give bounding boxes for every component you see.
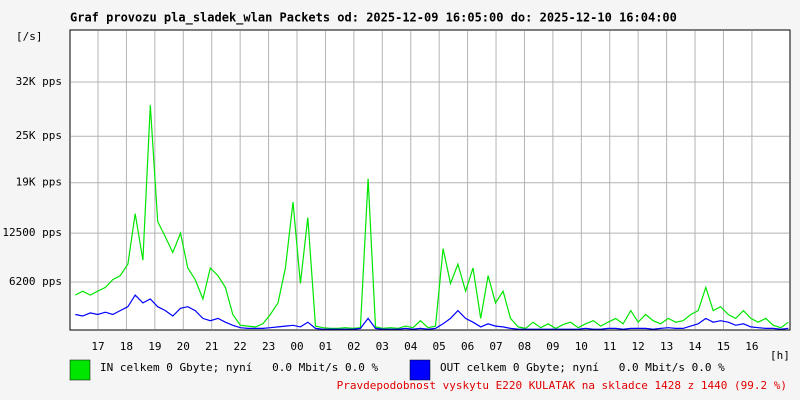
y-tick-label: 25K pps [16, 129, 62, 142]
y-tick-label: 32K pps [16, 75, 62, 88]
x-tick-label: 18 [120, 340, 133, 353]
x-tick-label: 03 [376, 340, 389, 353]
legend-label: IN celkem 0 Gbyte; nyní 0.0 Mbit/s 0.0 % [100, 361, 379, 374]
x-tick-label: 01 [319, 340, 332, 353]
y-tick-label: 12500 pps [2, 226, 62, 239]
y-axis-label: [/s] [16, 30, 43, 43]
x-tick-label: 14 [688, 340, 702, 353]
data-line [75, 105, 789, 330]
x-tick-label: 22 [234, 340, 247, 353]
plot-area [69, 29, 791, 331]
x-axis-label: [h] [770, 349, 790, 362]
y-tick-label: 19K pps [16, 176, 62, 189]
x-tick-label: 21 [205, 340, 218, 353]
x-tick-label: 23 [262, 340, 275, 353]
x-tick-label: 02 [347, 340, 360, 353]
y-tick-label: 6200 pps [9, 275, 62, 288]
data-line [75, 294, 789, 330]
x-tick-label: 12 [632, 340, 645, 353]
x-tick-label: 16 [745, 340, 758, 353]
x-tick-label: 11 [603, 340, 616, 353]
x-tick-label: 19 [148, 340, 161, 353]
legend-swatch [69, 359, 91, 381]
x-tick-label: 06 [461, 340, 474, 353]
x-tick-label: 13 [660, 340, 673, 353]
legend-label: OUT celkem 0 Gbyte; nyní 0.0 Mbit/s 0.0 … [440, 361, 725, 374]
x-tick-label: 17 [91, 340, 104, 353]
legend-swatch [409, 359, 431, 381]
footer-note: Pravdepodobnost vyskytu E220 KULATAK na … [337, 379, 787, 392]
x-tick-label: 08 [518, 340, 531, 353]
x-tick-label: 04 [404, 340, 418, 353]
x-tick-label: 15 [717, 340, 730, 353]
x-tick-label: 00 [290, 340, 303, 353]
plot-border [69, 29, 791, 331]
x-tick-label: 09 [546, 340, 559, 353]
x-tick-label: 10 [575, 340, 588, 353]
x-tick-label: 05 [433, 340, 446, 353]
chart-title: Graf provozu pla_sladek_wlan Packets od:… [70, 11, 677, 26]
x-tick-label: 20 [177, 340, 190, 353]
x-tick-label: 07 [489, 340, 502, 353]
